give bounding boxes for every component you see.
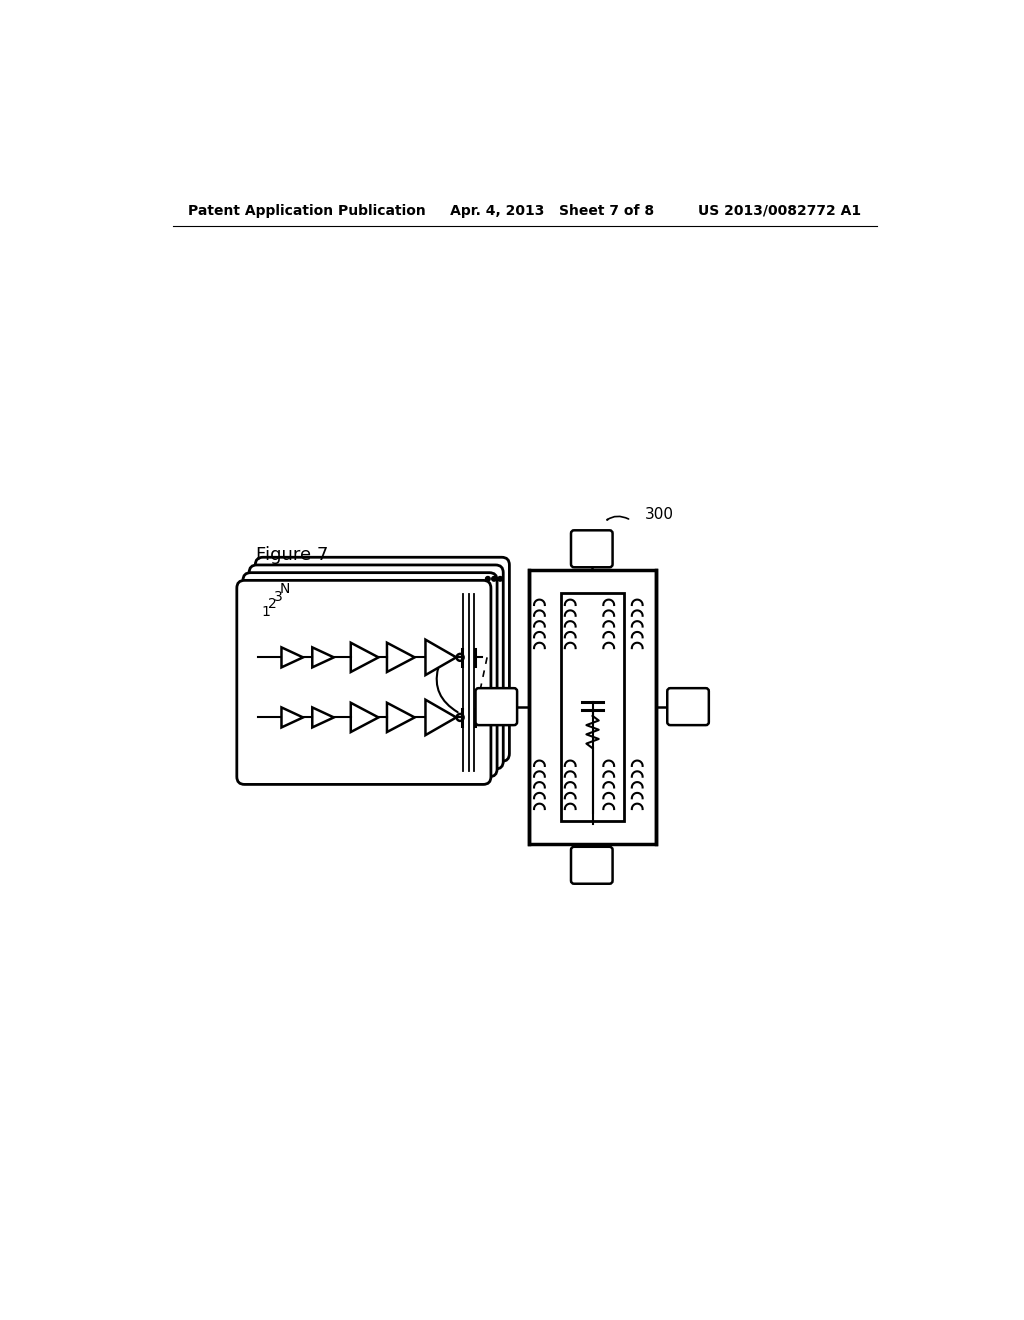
FancyArrowPatch shape — [436, 668, 458, 713]
Text: X: X — [683, 706, 693, 721]
Text: Y: Y — [588, 549, 596, 562]
FancyBboxPatch shape — [571, 531, 612, 568]
Text: PA: PA — [680, 693, 696, 708]
Text: Figure 7: Figure 7 — [256, 546, 329, 564]
Circle shape — [498, 577, 503, 581]
Circle shape — [492, 577, 497, 581]
FancyBboxPatch shape — [475, 688, 517, 725]
FancyBboxPatch shape — [668, 688, 709, 725]
Text: 1: 1 — [261, 605, 270, 619]
Text: W: W — [489, 706, 503, 721]
Text: PA: PA — [584, 536, 600, 549]
Text: Z: Z — [587, 865, 597, 879]
Text: Patent Application Publication     Apr. 4, 2013   Sheet 7 of 8         US 2013/0: Patent Application Publication Apr. 4, 2… — [188, 203, 861, 218]
FancyBboxPatch shape — [249, 565, 503, 770]
FancyArrowPatch shape — [607, 516, 629, 520]
Text: 300: 300 — [645, 507, 674, 521]
FancyBboxPatch shape — [237, 581, 490, 784]
Text: N: N — [280, 582, 291, 595]
Bar — [528, 570, 655, 843]
Text: PA: PA — [584, 853, 600, 866]
FancyBboxPatch shape — [243, 573, 497, 776]
Text: PA: PA — [487, 693, 505, 708]
Text: 2: 2 — [267, 597, 276, 611]
Text: 3: 3 — [273, 590, 283, 603]
FancyBboxPatch shape — [571, 847, 612, 884]
FancyBboxPatch shape — [255, 557, 509, 762]
Circle shape — [485, 577, 490, 581]
Bar — [561, 594, 625, 821]
